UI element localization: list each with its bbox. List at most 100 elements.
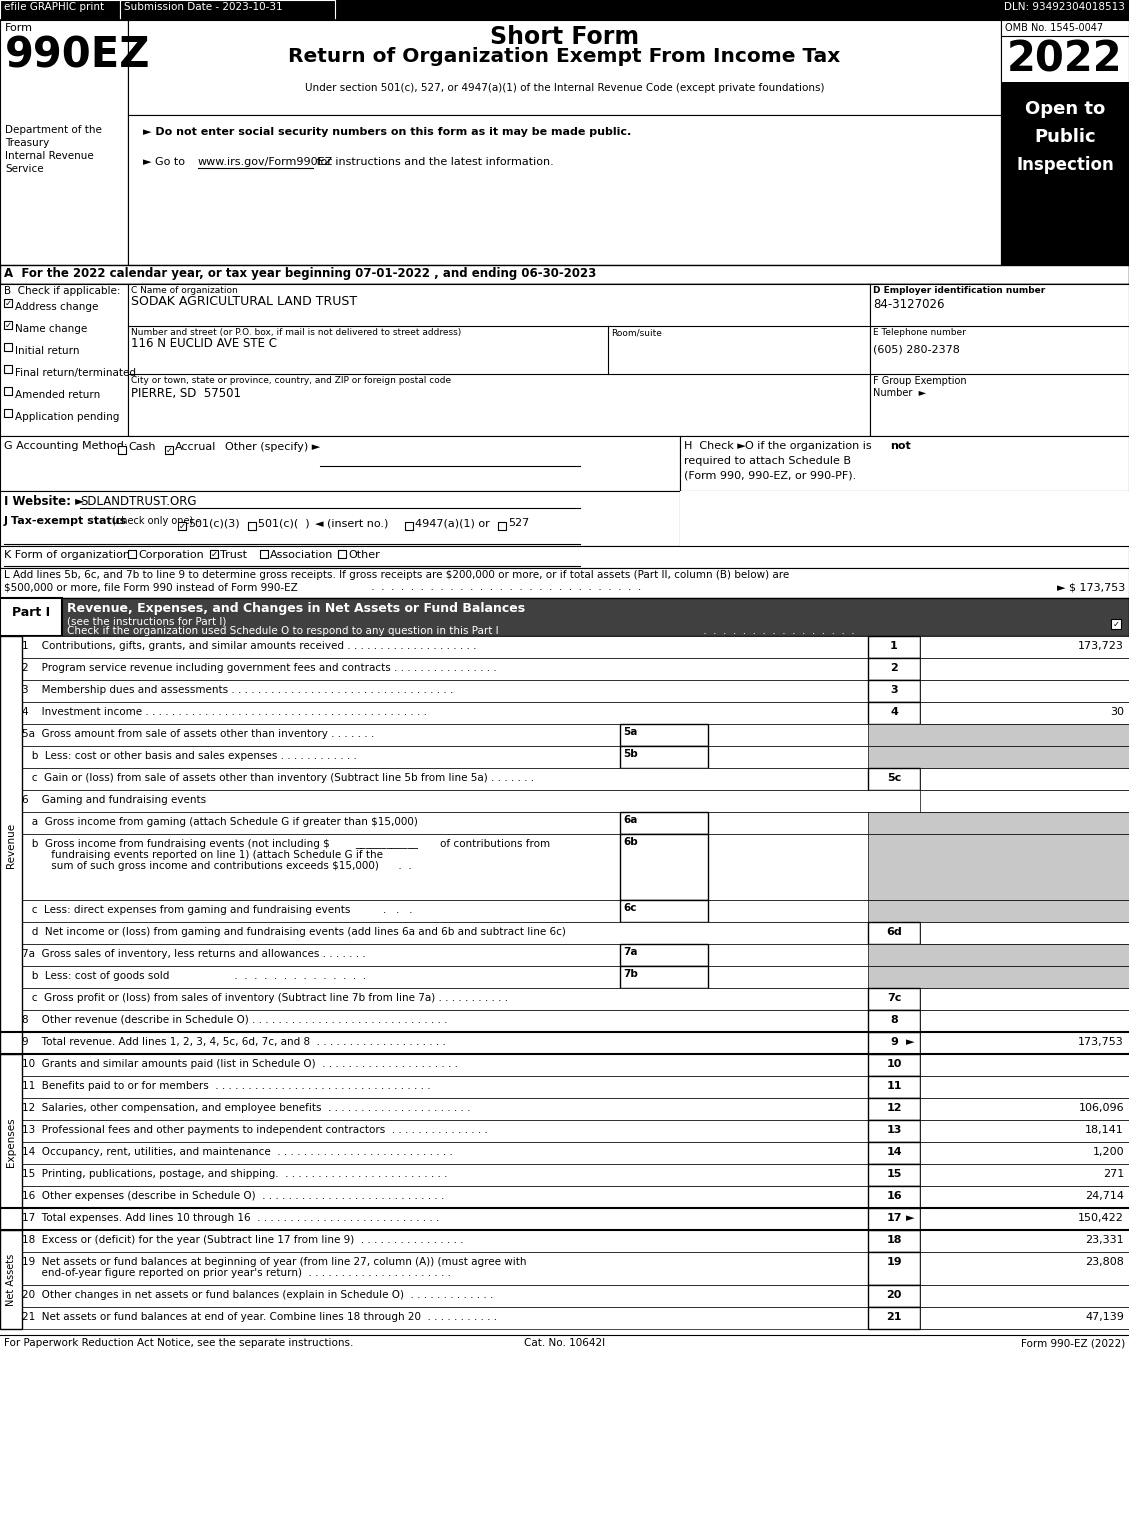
Text: Check if the organization used Schedule O to respond to any question in this Par: Check if the organization used Schedule … [67, 625, 499, 636]
Bar [5, 409, 12, 416]
Text: OMB No. 1545-0047: OMB No. 1545-0047 [1005, 23, 1103, 34]
Text: Revenue, Expenses, and Changes in Net Assets or Fund Balances: Revenue, Expenses, and Changes in Net As… [67, 602, 525, 615]
Text: 1: 1 [890, 640, 898, 651]
Text: 2022: 2022 [1007, 38, 1123, 79]
Text: Internal Revenue: Internal Revenue [5, 151, 94, 162]
Text: For Paperwork Reduction Act Notice, see the separate instructions.: For Paperwork Reduction Act Notice, see … [5, 1337, 353, 1348]
Bar [0, 988, 1129, 1010]
Text: ► Do not enter social security numbers on this form as it may be made public.: ► Do not enter social security numbers o… [143, 127, 631, 137]
Text: required to attach Schedule B: required to attach Schedule B [684, 456, 851, 467]
Text: 20  Other changes in net assets or fund balances (explain in Schedule O)  . . . : 20 Other changes in net assets or fund b… [21, 1290, 493, 1299]
Text: 5c: 5c [887, 773, 901, 782]
Bar [0, 1054, 1129, 1077]
Bar [620, 900, 708, 923]
Text: 21: 21 [886, 1312, 902, 1322]
Text: Application pending: Application pending [15, 412, 120, 422]
Text: Final return/terminated: Final return/terminated [15, 368, 135, 378]
Text: 11  Benefits paid to or for members  . . . . . . . . . . . . . . . . . . . . . .: 11 Benefits paid to or for members . . .… [21, 1081, 430, 1090]
Text: a  Gross income from gaming (attach Schedule G if greater than $15,000): a Gross income from gaming (attach Sched… [21, 817, 418, 827]
Bar [920, 680, 1129, 702]
Text: Under section 501(c), 527, or 4947(a)(1) of the Internal Revenue Code (except pr: Under section 501(c), 527, or 4947(a)(1)… [305, 82, 824, 93]
Text: ►: ► [905, 1037, 914, 1048]
Bar [0, 567, 1129, 598]
Text: .  .  .  .  .  .  .  .  .  .  .  .  .  .  .  .  .  .  .  .  .  .  .  .  .  .  . : . . . . . . . . . . . . . . . . . . . . … [368, 583, 645, 592]
Bar [0, 1077, 1129, 1098]
Text: b  Less: cost or other basis and sales expenses . . . . . . . . . . . .: b Less: cost or other basis and sales ex… [21, 750, 357, 761]
Bar [128, 284, 870, 436]
Bar [0, 1307, 1129, 1328]
Text: 15  Printing, publications, postage, and shipping.  . . . . . . . . . . . . . . : 15 Printing, publications, postage, and … [21, 1170, 447, 1179]
Text: 30: 30 [1110, 708, 1124, 717]
Text: Inspection: Inspection [1016, 156, 1114, 174]
Text: 19: 19 [886, 1257, 902, 1267]
Text: 18,141: 18,141 [1085, 1125, 1124, 1135]
Bar [920, 657, 1129, 680]
Bar [868, 1054, 920, 1077]
Text: I Website: ►: I Website: ► [5, 496, 85, 508]
Text: 501(c)(  ): 501(c)( ) [259, 518, 309, 528]
Text: PIERRE, SD  57501: PIERRE, SD 57501 [131, 387, 240, 400]
Bar [0, 20, 128, 265]
Text: ✓: ✓ [178, 522, 185, 531]
Text: 7b: 7b [623, 968, 638, 979]
Text: Submission Date - 2023-10-31: Submission Date - 2023-10-31 [124, 2, 282, 12]
Bar [0, 811, 1129, 834]
Text: c  Gain or (loss) from sale of assets other than inventory (Subtract line 5b fro: c Gain or (loss) from sale of assets oth… [21, 773, 534, 782]
Bar [0, 900, 1129, 923]
Bar [868, 1286, 920, 1307]
Text: 1,200: 1,200 [1093, 1147, 1124, 1157]
Bar [120, 0, 335, 20]
Bar [0, 834, 1129, 900]
Bar [920, 1231, 1129, 1252]
Text: c  Gross profit or (loss) from sales of inventory (Subtract line 7b from line 7a: c Gross profit or (loss) from sales of i… [21, 993, 508, 1003]
Text: 150,422: 150,422 [1078, 1212, 1124, 1223]
Bar [0, 1119, 1129, 1142]
Text: end-of-year figure reported on prior year's return)  . . . . . . . . . . . . . .: end-of-year figure reported on prior yea… [21, 1267, 450, 1278]
Bar [0, 1286, 1129, 1307]
Text: Revenue: Revenue [6, 822, 16, 868]
Text: J Tax-exempt status: J Tax-exempt status [5, 515, 128, 526]
Bar [868, 636, 920, 657]
Text: Trust: Trust [220, 551, 247, 560]
Bar [920, 1252, 1129, 1286]
Bar [5, 364, 12, 374]
Text: Public: Public [1034, 128, 1096, 146]
Text: Room/suite: Room/suite [611, 328, 662, 337]
Text: 13  Professional fees and other payments to independent contractors  . . . . . .: 13 Professional fees and other payments … [21, 1125, 488, 1135]
Text: $500,000 or more, file Form 990 instead of Form 990-EZ: $500,000 or more, file Form 990 instead … [5, 583, 298, 592]
Bar [0, 636, 21, 1054]
Text: (Form 990, 990-EZ, or 990-PF).: (Form 990, 990-EZ, or 990-PF). [684, 471, 856, 480]
Bar [0, 724, 1129, 746]
Bar [620, 834, 708, 900]
Text: Association: Association [270, 551, 333, 560]
Bar [0, 491, 680, 546]
Text: not: not [890, 441, 911, 451]
Text: Amended return: Amended return [15, 390, 100, 400]
Bar [119, 445, 126, 454]
Bar [0, 1032, 1129, 1054]
Bar [920, 1119, 1129, 1142]
Bar [868, 900, 1129, 923]
Bar [0, 790, 1129, 811]
Text: 7a  Gross sales of inventory, less returns and allowances . . . . . . .: 7a Gross sales of inventory, less return… [21, 949, 366, 959]
Text: L Add lines 5b, 6c, and 7b to line 9 to determine gross receipts. If gross recei: L Add lines 5b, 6c, and 7b to line 9 to … [5, 570, 789, 580]
Bar [0, 284, 1129, 436]
Bar [868, 1307, 920, 1328]
Bar [868, 1142, 920, 1164]
Text: ► Go to: ► Go to [143, 157, 189, 168]
Text: Treasury: Treasury [5, 137, 50, 148]
Text: F Group Exemption: F Group Exemption [873, 377, 966, 386]
Text: (605) 280-2378: (605) 280-2378 [873, 345, 960, 354]
Text: Accrual: Accrual [175, 442, 217, 451]
Text: ►: ► [905, 1212, 914, 1223]
Bar [1001, 20, 1129, 265]
Bar [868, 1077, 920, 1098]
Bar [920, 1142, 1129, 1164]
Text: D Employer identification number: D Employer identification number [873, 287, 1045, 294]
Text: E Telephone number: E Telephone number [873, 328, 966, 337]
Bar [0, 20, 1129, 265]
Bar [128, 114, 1001, 265]
Bar [0, 1010, 1129, 1032]
Bar [920, 702, 1129, 724]
Bar [0, 1186, 1129, 1208]
